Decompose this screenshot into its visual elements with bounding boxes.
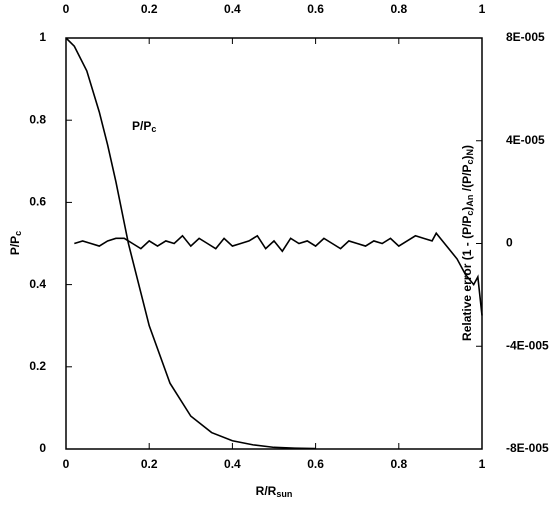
y2-tick-label: -4E-005 xyxy=(506,338,549,352)
y2-tick-label: -8E-005 xyxy=(506,441,549,455)
y-tick-label: 0.4 xyxy=(29,277,46,291)
x-tick-label: 0 xyxy=(63,457,70,471)
y-tick-label: 1 xyxy=(39,30,46,44)
x2-tick-label: 0.6 xyxy=(307,2,324,16)
x2-tick-label: 1 xyxy=(479,2,486,16)
x2-tick-label: 0.4 xyxy=(224,2,241,16)
x-tick-label: 0.6 xyxy=(307,457,324,471)
x-tick-label: 1 xyxy=(479,457,486,471)
y2-tick-label: 4E-005 xyxy=(506,133,545,147)
y2-label-part: ) xyxy=(460,145,474,149)
data-line xyxy=(74,231,483,316)
x2-tick-label: 0.2 xyxy=(141,2,158,16)
y2-label-part: ) xyxy=(460,207,474,211)
x2-tick-label: 0 xyxy=(63,2,70,16)
x-axis-label: R/Rsun xyxy=(256,484,293,499)
y-tick-label: 0.2 xyxy=(29,359,46,373)
y2-label-part: c xyxy=(465,160,475,165)
y-axis-label: P/Pc xyxy=(8,231,23,255)
y2-label-part: /(P/P xyxy=(460,165,474,195)
x-tick-label: 0.8 xyxy=(390,457,407,471)
x-tick-label: 0.4 xyxy=(224,457,241,471)
y2-label-part: c xyxy=(465,211,475,216)
y2-tick-label: 8E-005 xyxy=(506,30,545,44)
x2-tick-label: 0.8 xyxy=(390,2,407,16)
y-tick-label: 0.6 xyxy=(29,195,46,209)
x-tick-label: 0.2 xyxy=(141,457,158,471)
y2-label-part: ) xyxy=(460,156,474,160)
data-line xyxy=(65,37,316,450)
y2-tick-label: 0 xyxy=(506,236,513,250)
y2-label-part: Relative error (1 - (P/P xyxy=(460,216,474,341)
y2-label-part: An xyxy=(465,195,475,207)
y-tick-label: 0 xyxy=(39,441,46,455)
y-tick-label: 0.8 xyxy=(29,112,46,126)
y2-label-part: N xyxy=(465,149,475,156)
y2-axis-label: Relative error (1 - (P/Pc)An /(P/Pc)N) xyxy=(460,145,475,341)
annotation: P/Pc xyxy=(132,119,156,134)
